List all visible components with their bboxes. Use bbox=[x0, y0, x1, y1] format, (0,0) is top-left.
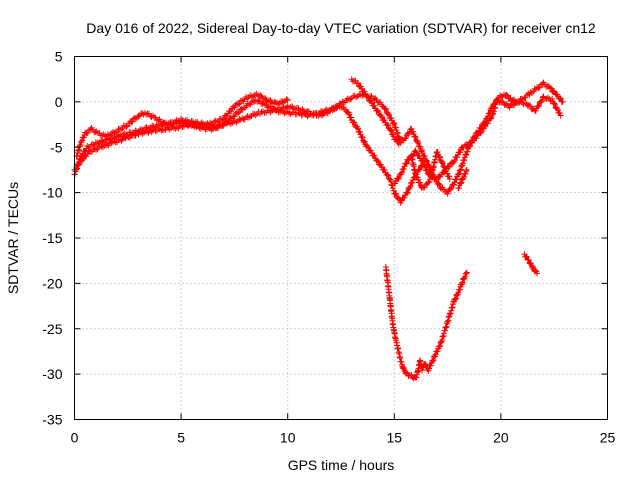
x-tick-label: 5 bbox=[177, 430, 185, 446]
y-tick-label: -10 bbox=[42, 185, 62, 201]
y-tick-label: -15 bbox=[42, 230, 62, 246]
series-track-h bbox=[382, 264, 470, 382]
point-markers bbox=[382, 264, 470, 382]
x-axis-label: GPS time / hours bbox=[288, 457, 395, 473]
series-track-b bbox=[71, 97, 425, 206]
point-markers bbox=[73, 90, 291, 160]
plot-frame bbox=[74, 56, 608, 420]
tick-labels: 0 5 10 15 20 25 5 0 -5 -10 -15 -20 -25 -30 -35 bbox=[42, 49, 615, 446]
series-track-g bbox=[455, 166, 470, 192]
y-tick-label: -25 bbox=[42, 321, 62, 337]
point-markers bbox=[521, 251, 541, 277]
series-track-f bbox=[408, 149, 453, 191]
y-axis-label: SDTVAR / TECUs bbox=[5, 182, 21, 294]
y-tick-label: -20 bbox=[42, 275, 62, 291]
x-tick-label: 20 bbox=[493, 430, 509, 446]
y-tick-label: -5 bbox=[50, 139, 63, 155]
point-markers bbox=[408, 149, 453, 191]
x-tick-label: 10 bbox=[280, 430, 296, 446]
y-tick-label: 5 bbox=[55, 49, 63, 65]
axis-ticks bbox=[74, 56, 608, 420]
y-tick-label: 0 bbox=[55, 94, 63, 110]
x-tick-label: 25 bbox=[600, 430, 616, 446]
y-tick-label: -35 bbox=[42, 412, 62, 428]
data-points bbox=[71, 76, 566, 382]
series-track-d bbox=[348, 76, 566, 197]
grid bbox=[74, 56, 608, 420]
series-track-i bbox=[521, 251, 541, 277]
series-track-c bbox=[73, 90, 291, 160]
point-markers bbox=[71, 97, 425, 206]
point-markers bbox=[455, 166, 470, 192]
x-tick-label: 0 bbox=[71, 430, 79, 446]
chart-title: Day 016 of 2022, Sidereal Day-to-day VTE… bbox=[86, 20, 596, 36]
x-tick-label: 15 bbox=[387, 430, 403, 446]
y-tick-label: -30 bbox=[42, 366, 62, 382]
point-markers bbox=[348, 76, 566, 197]
